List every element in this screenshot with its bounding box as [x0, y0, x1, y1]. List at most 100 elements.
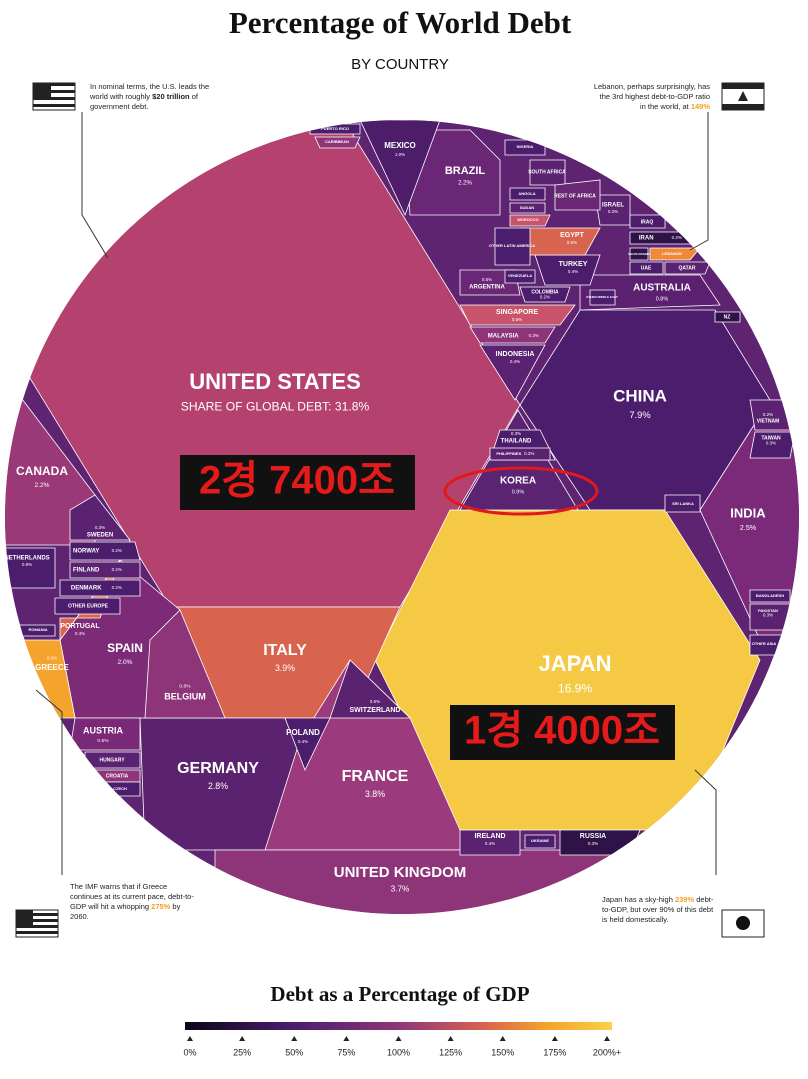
country-value: 0.3%: [95, 525, 105, 530]
country-label: FRANCE: [342, 768, 409, 785]
country-value: 0.2%: [112, 567, 122, 572]
country-label: ROMANIA: [28, 627, 47, 632]
country-cell: [359, 120, 441, 217]
note-text: $20 trillion: [152, 92, 190, 101]
country-cell: [69, 494, 131, 541]
country-label: EGYPT: [560, 232, 584, 239]
country-value: 0.2%: [672, 235, 682, 240]
country-cell: [629, 261, 664, 275]
country-value: 0.3%: [588, 841, 598, 846]
country-label: OTHER MIDDLE EAST: [586, 295, 618, 299]
country-value: 16.9%: [558, 681, 593, 695]
country-label: HUNGARY: [99, 757, 125, 763]
country-cell: [69, 561, 141, 579]
country-label: NZ: [724, 314, 731, 320]
country-label: SOUTH AFRICA: [528, 169, 566, 175]
country-value: 0.3%: [529, 333, 539, 338]
country-label: SAUDI ARABIA: [628, 252, 651, 256]
country-value: 2.8%: [208, 781, 228, 791]
country-value: 0.2%: [112, 548, 122, 553]
country-value: 0.4%: [568, 269, 578, 274]
country-label: BRAZIL: [445, 165, 486, 177]
country-cell: [664, 261, 711, 275]
country-label: AUSTRIA: [83, 725, 123, 735]
country-value: 0.8%: [22, 562, 32, 567]
note-text: Japan has a sky-high: [602, 895, 675, 904]
country-cell: [509, 214, 551, 227]
country-label: ISRAEL: [602, 203, 624, 209]
overlays: 2경 7400조 1경 4000조: [180, 455, 675, 760]
tick-marker: [551, 1036, 558, 1041]
country-label: SINGAPORE: [496, 309, 538, 316]
country-cell: [554, 179, 601, 211]
country-value: 0.3%: [511, 431, 521, 436]
note-text: 275%: [151, 902, 171, 911]
country-label: ITALY: [263, 642, 307, 659]
note-greece: The IMF warns that if Greece continues a…: [70, 882, 195, 922]
tick-marker: [187, 1036, 193, 1041]
country-cell: [459, 304, 576, 326]
country-label: GREECE: [35, 663, 69, 672]
country-cell: [284, 717, 331, 772]
country-cell: [714, 311, 741, 323]
country-label: SWITZERLAND: [350, 707, 401, 714]
country-label: OTHER ASIA: [752, 641, 777, 646]
note-text: 239%: [674, 895, 695, 904]
tick-label: 50%: [285, 1047, 303, 1057]
country-label: CARIBBEAN: [325, 139, 349, 144]
country-value: 0.9%: [512, 489, 525, 495]
country-value: 0.5%: [97, 738, 109, 744]
tick-marker: [447, 1036, 454, 1041]
country-cell: [214, 849, 641, 914]
country-label: SUDAN: [520, 205, 534, 210]
tick-marker: [291, 1036, 298, 1041]
tick-marker: [395, 1036, 402, 1041]
country-label: FINLAND: [73, 568, 100, 574]
country-cell: [519, 286, 571, 303]
country-label: CHINA: [613, 386, 667, 405]
country-value: 0.5%: [512, 317, 522, 322]
legend-ticks: 0% 25% 50% 75% 100% 125% 150% 175% 200%+: [183, 1036, 621, 1057]
tick-marker: [343, 1036, 350, 1041]
country-label: KOREA: [500, 476, 536, 487]
note-text: Lebanon, perhaps surprisingly, has the 3…: [593, 82, 710, 111]
country-label: INDONESIA: [496, 351, 535, 358]
country-label: CROATIA: [106, 773, 129, 779]
country-label: UKRAINE: [531, 838, 550, 843]
note-text: by 2060.: [70, 902, 181, 921]
country-label: MOROCCO: [517, 217, 538, 222]
cells: UNITED STATES SHARE OF GLOBAL DEBT: 31.8%…: [5, 120, 799, 914]
country-label: CZECH: [113, 786, 127, 791]
country-label: PORTUGAL: [60, 623, 100, 630]
country-label: PAKISTAN: [758, 608, 778, 613]
country-value: 3.7%: [391, 885, 410, 894]
country-label: PHILIPPINES: [496, 451, 521, 456]
country-label: BELGIUM: [164, 691, 206, 701]
note-text: of government debt.: [90, 92, 198, 111]
note-lebanon: Lebanon, perhaps surprisingly, has the 3…: [592, 82, 710, 112]
country-label: QATAR: [678, 265, 695, 271]
country-label: CANADA: [16, 464, 68, 478]
country-value: 1.0%: [395, 152, 405, 157]
tick-label: 150%: [491, 1047, 514, 1057]
country-value: 0.4%: [485, 841, 495, 846]
annotation: 1경 4000조: [464, 709, 660, 753]
country-value: 0.8%: [656, 296, 669, 302]
country-value: 2.5%: [740, 524, 757, 532]
country-value: 0.2%: [112, 585, 122, 590]
country-label: OTHER EUROPE: [68, 603, 109, 609]
country-value: 0.5%: [370, 699, 380, 704]
country-label: VIETNAM: [757, 418, 780, 424]
country-label: OTHER LATIN AMERICA: [489, 243, 535, 248]
country-value: 3.9%: [275, 663, 295, 673]
country-cell: [329, 659, 411, 719]
country-label: UNITED KINGDOM: [334, 864, 467, 881]
tick-label: 175%: [543, 1047, 566, 1057]
country-label: UNITED STATES: [189, 369, 361, 394]
country-label: NIGERIA: [517, 144, 534, 149]
country-value: 0.4%: [510, 359, 520, 364]
note-us: In nominal terms, the U.S. leads the wor…: [90, 82, 210, 112]
note-text: The IMF warns that if Greece continues a…: [70, 882, 194, 911]
country-cell: [509, 202, 546, 214]
